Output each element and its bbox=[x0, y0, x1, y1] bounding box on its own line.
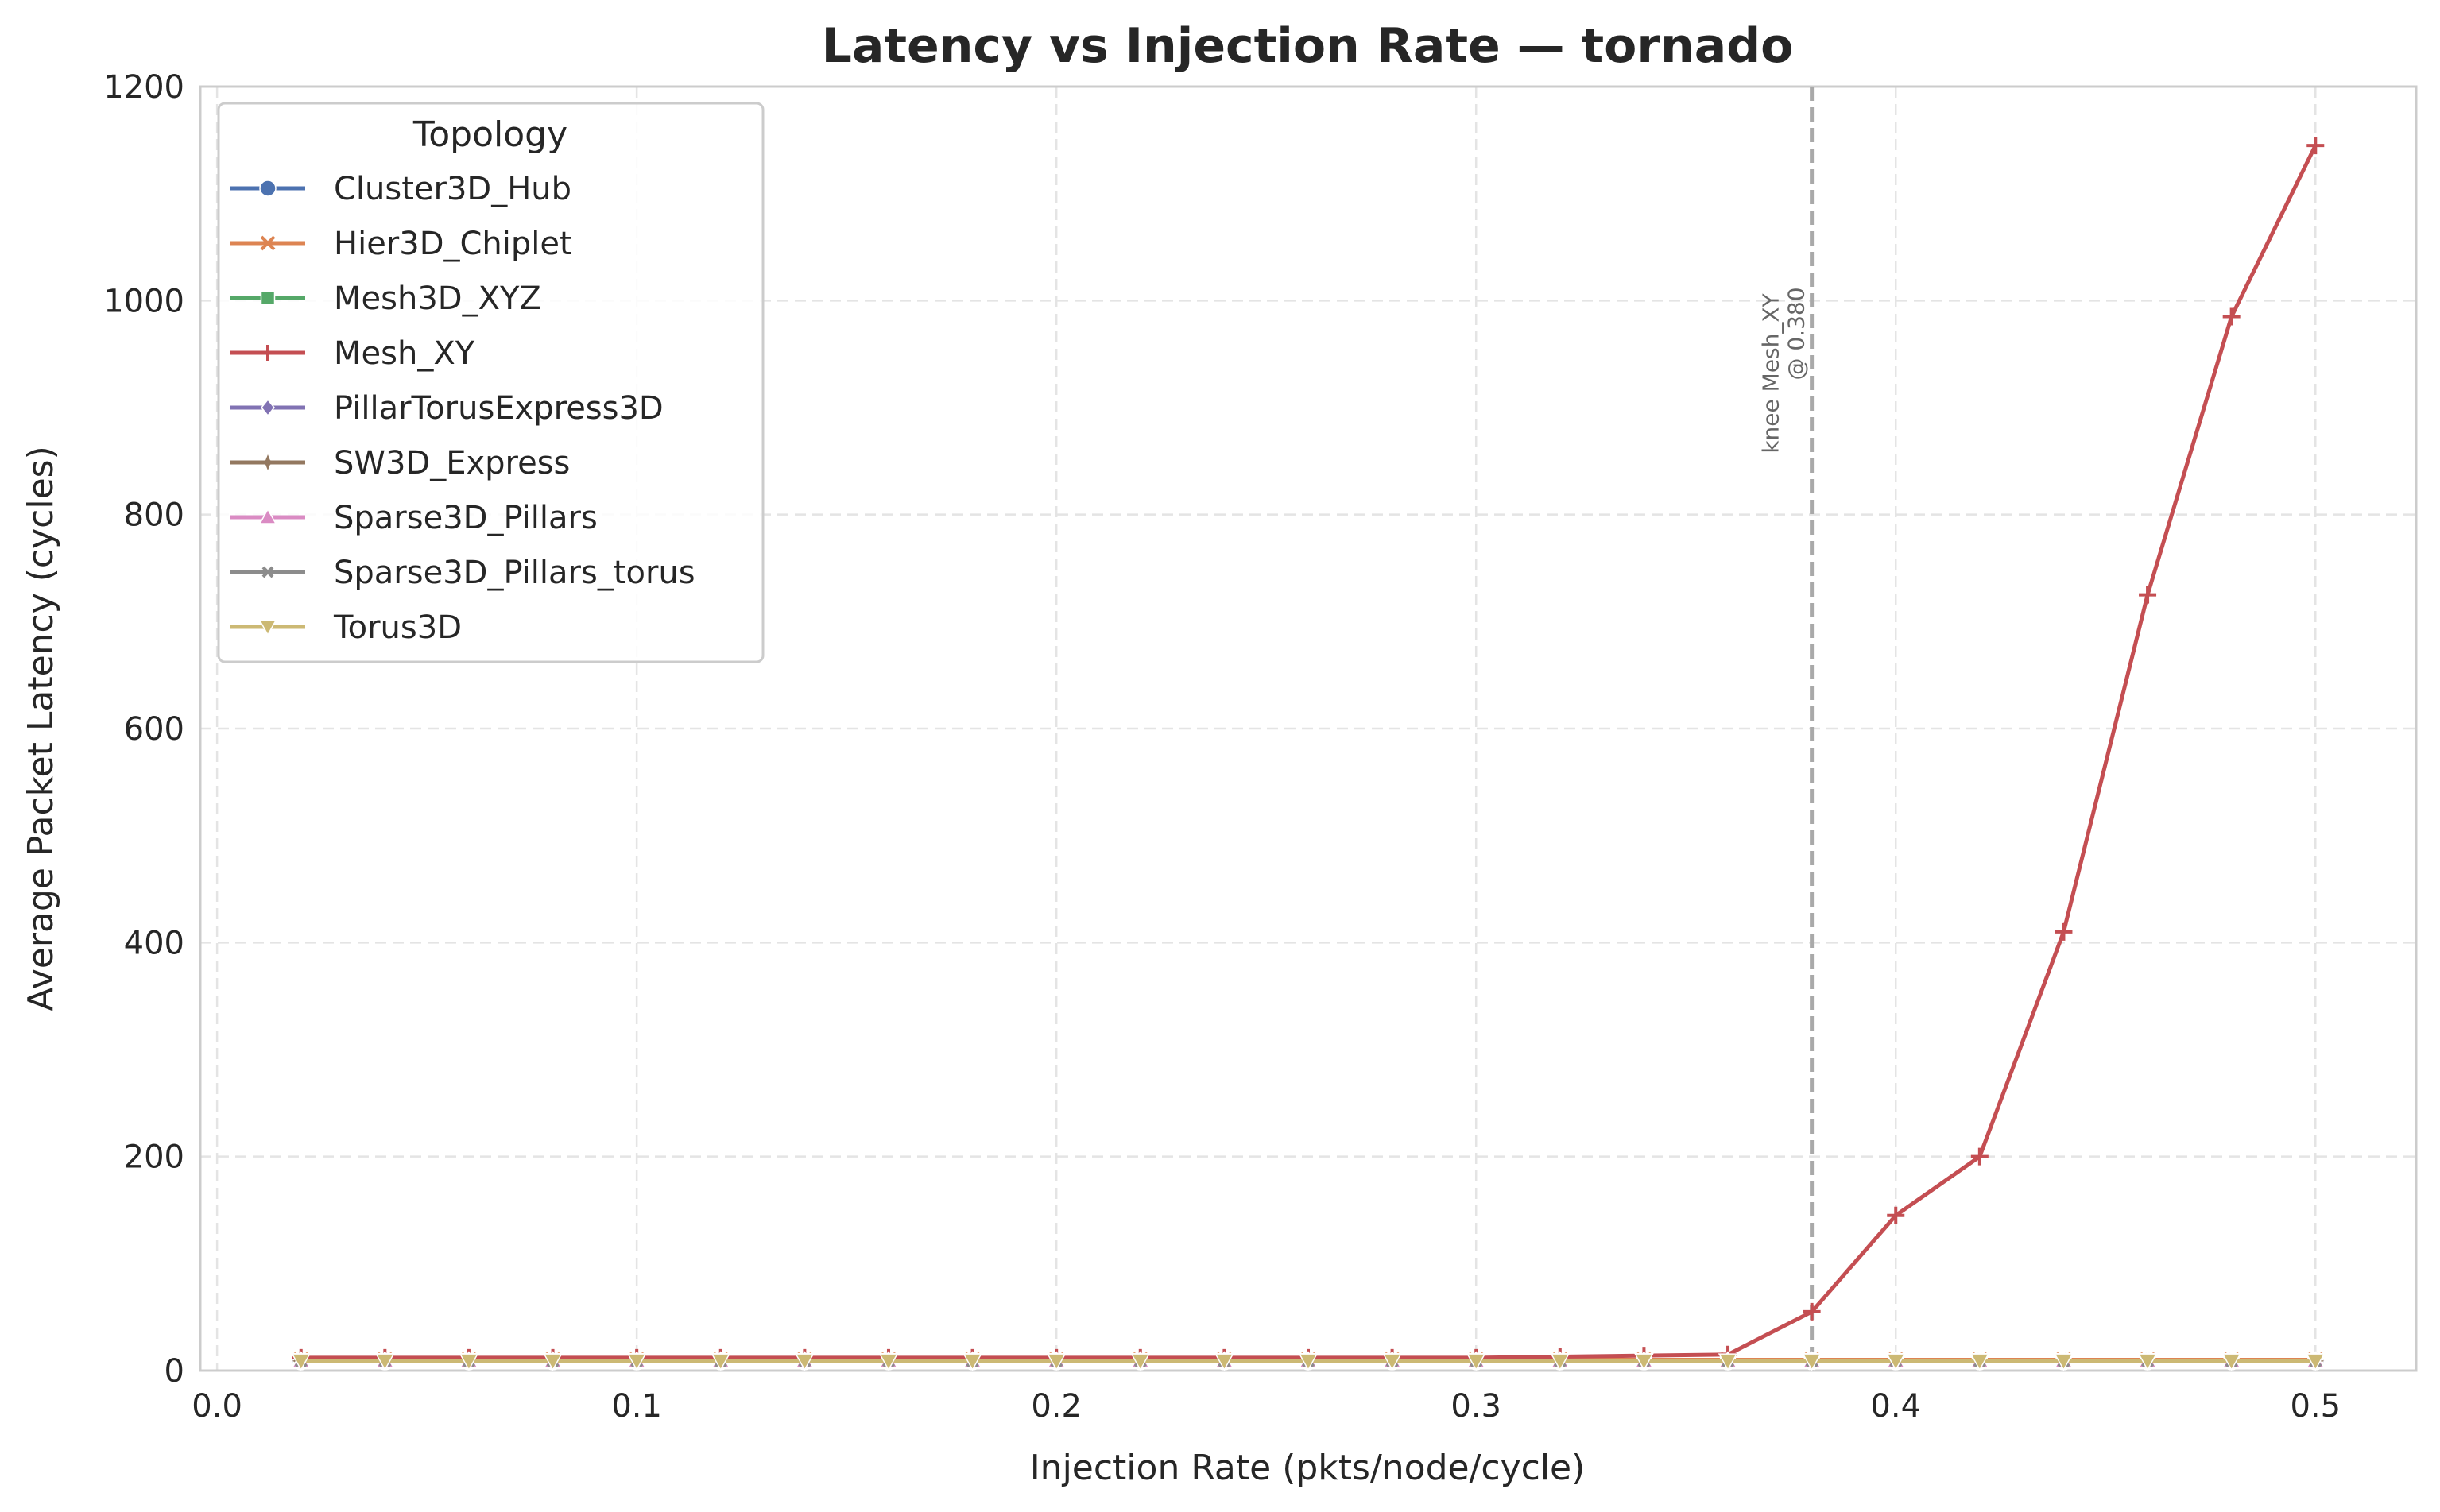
y-tick-label: 600 bbox=[124, 711, 184, 748]
knee-label-line-1: knee Mesh_XY bbox=[1758, 292, 1784, 453]
legend-box bbox=[217, 102, 765, 663]
legend-item: Torus3D bbox=[230, 609, 462, 646]
data-point bbox=[459, 1353, 479, 1371]
data-point bbox=[2221, 1353, 2241, 1371]
legend-title: Topology bbox=[412, 114, 567, 155]
data-point bbox=[1634, 1353, 1654, 1371]
data-point bbox=[1382, 1353, 1402, 1371]
x-tick-label: 0.3 bbox=[1450, 1388, 1501, 1425]
data-point bbox=[2137, 1353, 2158, 1371]
data-point bbox=[1550, 1353, 1571, 1371]
data-point bbox=[2306, 137, 2325, 155]
y-tick-label: 200 bbox=[124, 1139, 184, 1176]
x-tick-label: 0.0 bbox=[192, 1388, 242, 1425]
legend-item: Mesh_XY bbox=[230, 335, 475, 372]
data-point bbox=[291, 1353, 312, 1371]
data-point bbox=[1802, 1353, 1822, 1371]
data-point bbox=[2054, 1353, 2074, 1371]
data-point bbox=[1887, 1206, 1905, 1224]
legend-item: Sparse3D_Pillars bbox=[230, 500, 598, 536]
legend-item: Cluster3D_Hub bbox=[230, 171, 571, 207]
legend-swatch-marker bbox=[261, 398, 275, 417]
data-point bbox=[1970, 1147, 1989, 1166]
grid bbox=[200, 87, 2416, 1371]
y-tick-label: 400 bbox=[124, 925, 184, 961]
data-point bbox=[626, 1353, 647, 1371]
legend-item: Hier3D_Chiplet bbox=[230, 226, 572, 262]
data-point bbox=[962, 1353, 982, 1371]
legend: Topology Cluster3D_Hub Hier3D_Chiplet Mesh… bbox=[217, 102, 765, 663]
data-point bbox=[1718, 1353, 1738, 1371]
legend-swatch-marker bbox=[260, 235, 276, 251]
data-point bbox=[1130, 1353, 1151, 1371]
data-point bbox=[1298, 1353, 1319, 1371]
y-tick-label: 0 bbox=[165, 1353, 184, 1390]
x-axis-ticks: 0.0 0.1 0.2 0.3 0.4 0.5 bbox=[192, 1388, 2341, 1425]
x-tick-label: 0.1 bbox=[611, 1388, 662, 1425]
legend-swatch-marker bbox=[258, 620, 277, 636]
legend-swatch-marker bbox=[258, 508, 277, 524]
legend-label: Hier3D_Chiplet bbox=[334, 226, 572, 262]
data-point bbox=[1466, 1353, 1486, 1371]
knee-annotation: knee Mesh_XY @ 0.380 bbox=[1758, 87, 1815, 1371]
legend-swatch-marker bbox=[260, 454, 276, 470]
series-group bbox=[291, 137, 2326, 1371]
legend-label: Mesh3D_XYZ bbox=[334, 280, 541, 317]
data-point bbox=[375, 1353, 395, 1371]
data-point bbox=[2305, 1353, 2326, 1371]
legend-swatch-marker bbox=[261, 566, 274, 578]
legend-label: PillarTorusExpress3D bbox=[334, 390, 664, 427]
legend-label: SW3D_Express bbox=[334, 445, 570, 481]
legend-item: Mesh3D_XYZ bbox=[230, 280, 541, 317]
data-point bbox=[878, 1353, 899, 1371]
data-point bbox=[711, 1353, 731, 1371]
legend-label: Sparse3D_Pillars_torus bbox=[334, 555, 695, 591]
x-tick-label: 0.2 bbox=[1031, 1388, 1082, 1425]
data-point bbox=[1803, 1302, 1821, 1321]
x-axis-label: Injection Rate (pkts/node/cycle) bbox=[1030, 1448, 1586, 1488]
y-tick-label: 800 bbox=[124, 497, 184, 534]
data-point bbox=[1046, 1353, 1067, 1371]
x-tick-label: 0.4 bbox=[1870, 1388, 1921, 1425]
legend-swatch-marker bbox=[260, 290, 276, 306]
data-point bbox=[1885, 1353, 1906, 1371]
legend-item: PillarTorusExpress3D bbox=[230, 390, 664, 427]
legend-label: Torus3D bbox=[333, 609, 462, 646]
chart-title: Latency vs Injection Rate — tornado bbox=[822, 18, 1794, 74]
y-axis-ticks: 0 200 400 600 800 1000 1200 bbox=[103, 69, 184, 1390]
legend-item: SW3D_Express bbox=[230, 445, 570, 481]
legend-item: Sparse3D_Pillars_torus bbox=[230, 555, 695, 591]
x-tick-label: 0.5 bbox=[2290, 1388, 2341, 1425]
legend-swatch-marker bbox=[259, 180, 277, 197]
data-point bbox=[1214, 1353, 1234, 1371]
y-tick-label: 1200 bbox=[103, 69, 184, 106]
data-point bbox=[795, 1353, 815, 1371]
legend-items: Cluster3D_Hub Hier3D_Chiplet Mesh3D_XYZ Mes… bbox=[230, 171, 695, 646]
legend-label: Cluster3D_Hub bbox=[334, 171, 571, 207]
data-point bbox=[2222, 307, 2241, 326]
data-point bbox=[2055, 922, 2073, 941]
series-torus3d bbox=[291, 1353, 2326, 1371]
data-point bbox=[543, 1353, 563, 1371]
knee-label-line-2: @ 0.380 bbox=[1784, 287, 1810, 380]
y-tick-label: 1000 bbox=[103, 283, 184, 319]
y-axis-label: Average Packet Latency (cycles) bbox=[21, 446, 61, 1011]
legend-label: Sparse3D_Pillars bbox=[334, 500, 598, 536]
legend-swatch-marker bbox=[260, 345, 276, 361]
legend-label: Mesh_XY bbox=[334, 335, 475, 372]
data-point bbox=[1969, 1353, 1990, 1371]
data-point bbox=[2139, 586, 2157, 604]
